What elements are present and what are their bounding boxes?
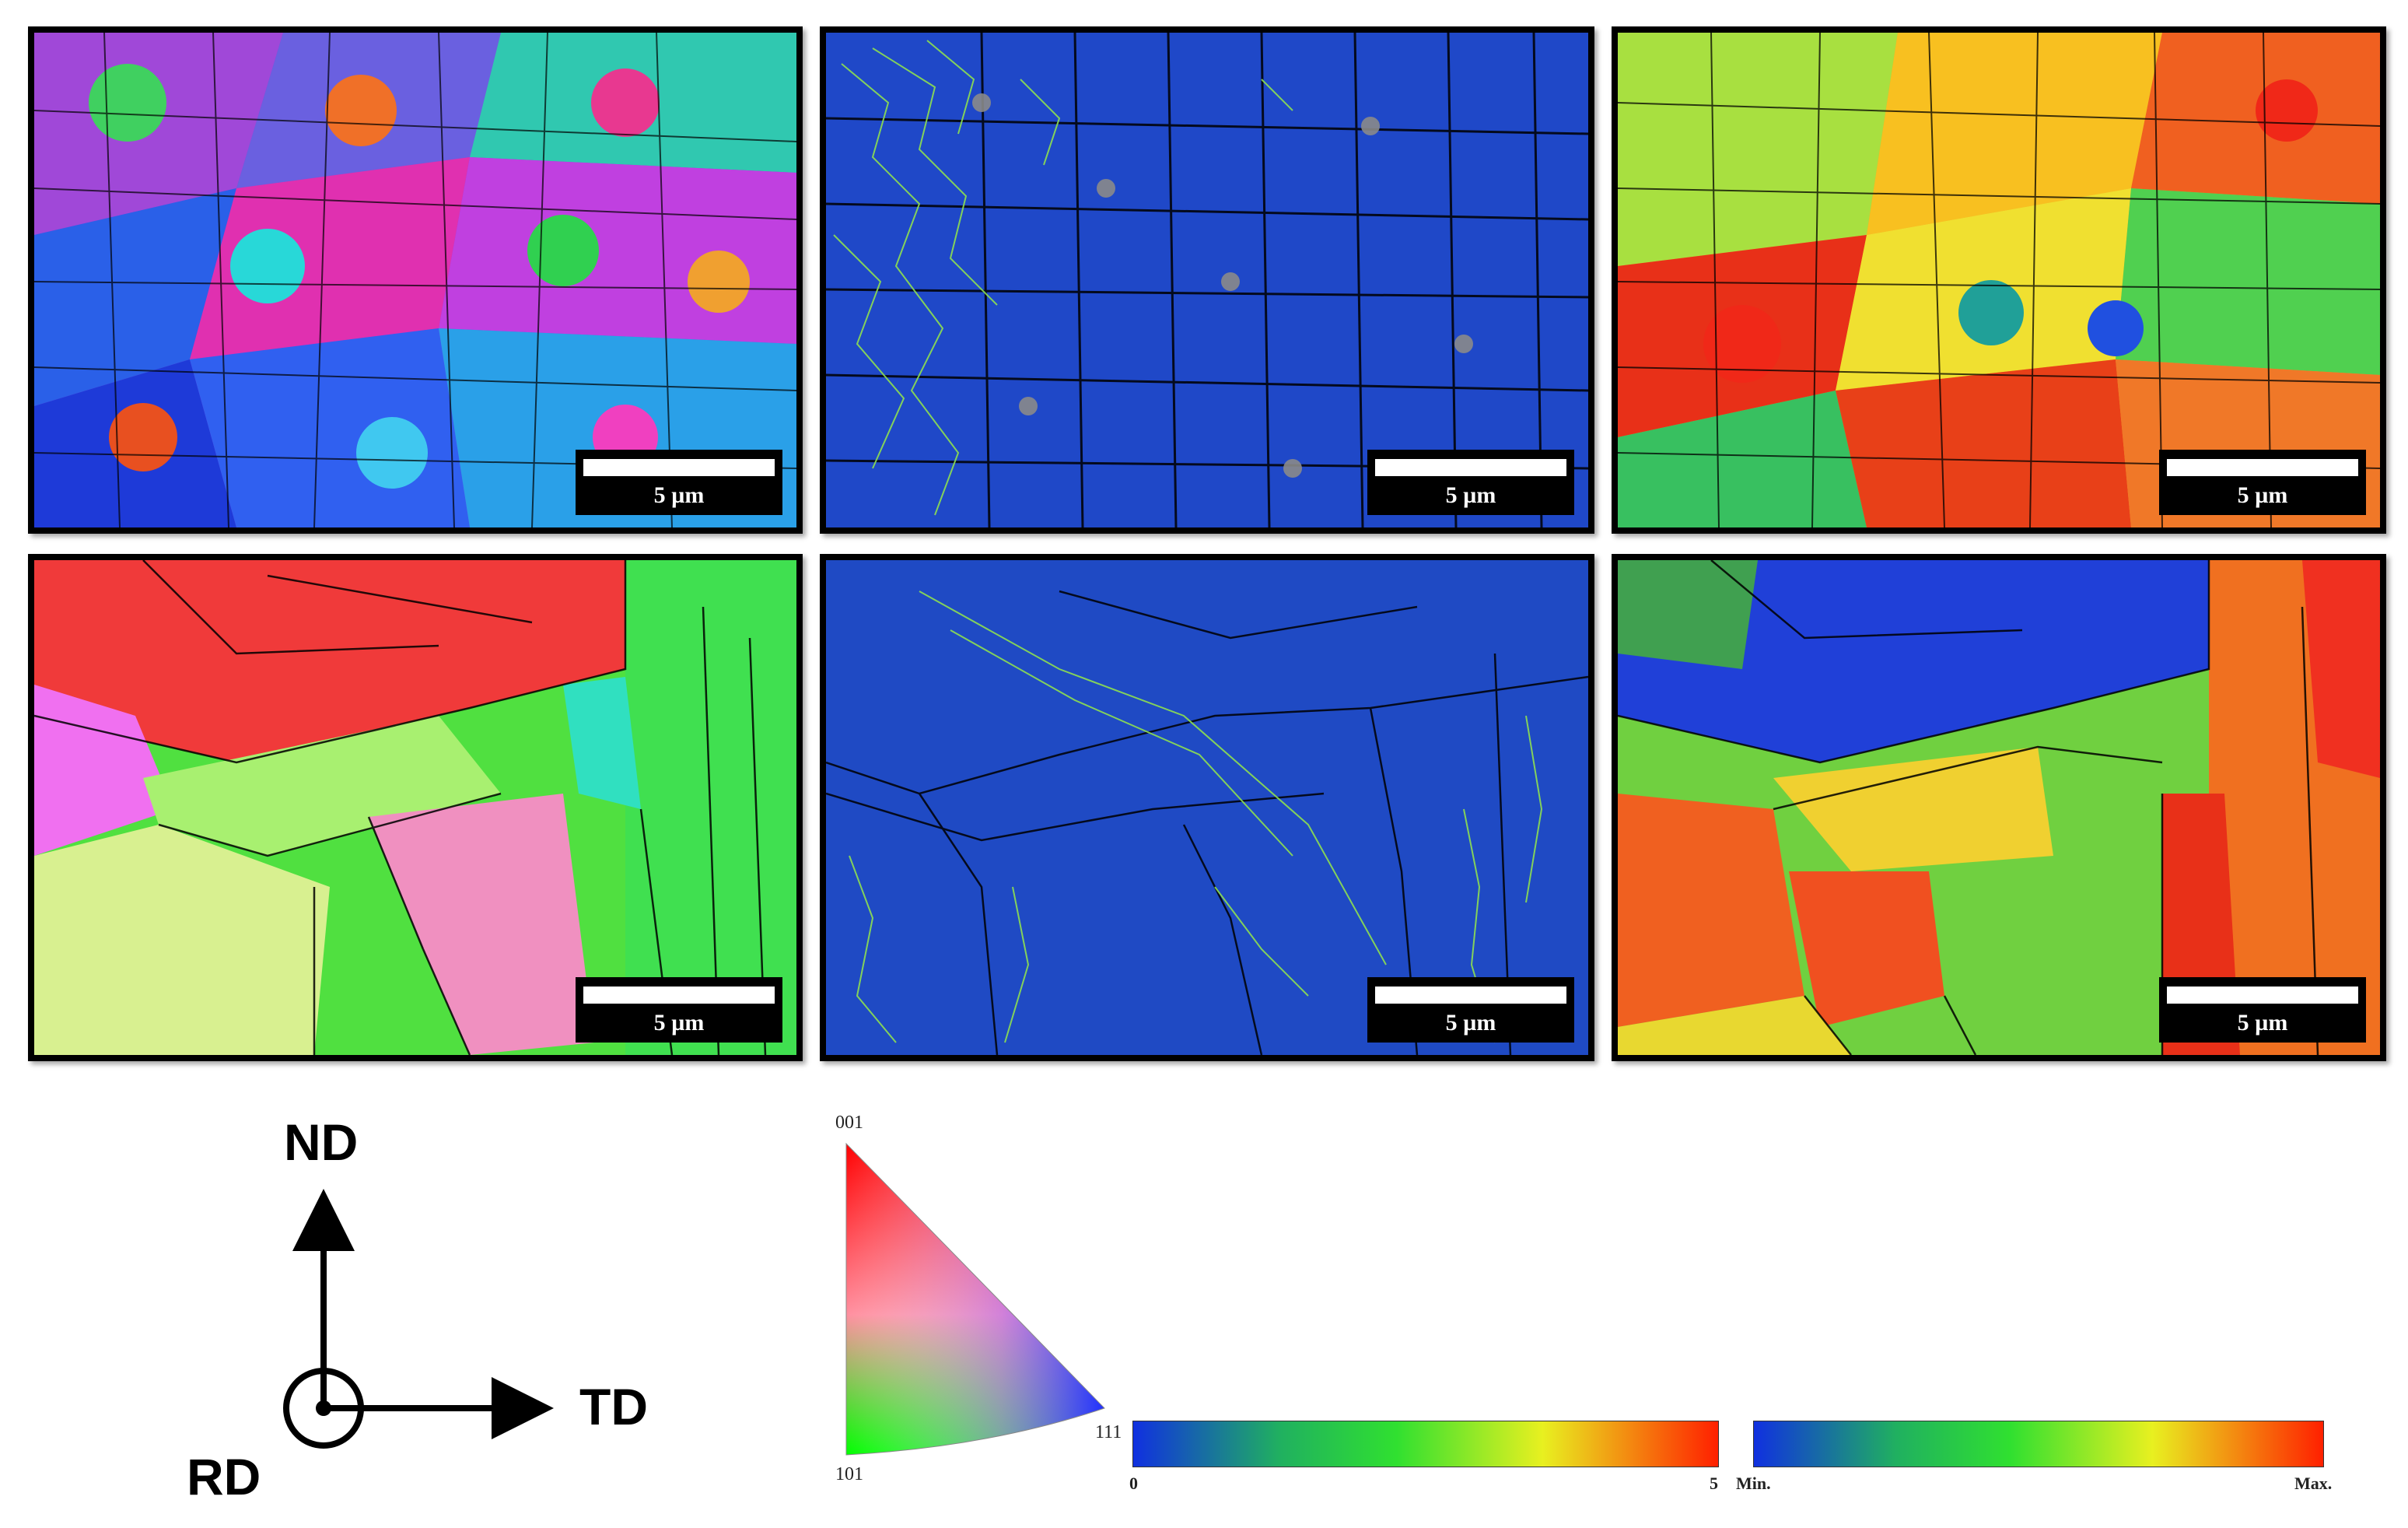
colorbar-scalar [1753, 1421, 2324, 1467]
heatmap-bottom-right: 5 µm [1612, 554, 2386, 1061]
ipf-map-bottom-left: 5 µm [28, 554, 803, 1061]
sample-axes: ND TD RD [156, 1113, 716, 1517]
colorbar-kam-max: 5 [1710, 1474, 1718, 1493]
ipf-label-001: 001 [835, 1113, 863, 1133]
axis-label-rd: RD [187, 1448, 261, 1505]
axis-label-nd: ND [284, 1113, 359, 1171]
scale-bar-line [583, 459, 775, 476]
ipf-triangle [845, 1142, 1105, 1456]
scale-bar-line [583, 987, 775, 1004]
ipf-map-top-left: 5 µm [28, 26, 803, 534]
kam-map-bottom-middle: 5 µm [820, 554, 1594, 1061]
colorbar-kam-min: 0 [1129, 1474, 1138, 1493]
grain-map [34, 560, 796, 1055]
scale-bar-label: 5 µm [653, 482, 705, 508]
scale-bar-label: 5 µm [1445, 1010, 1496, 1036]
grain-map [34, 33, 796, 527]
scale-bar-line [2167, 459, 2358, 476]
heat-map [1618, 560, 2380, 1055]
scale-bar: 5 µm [576, 977, 782, 1043]
scale-bar: 5 µm [1367, 450, 1574, 515]
scale-bar-label: 5 µm [2237, 482, 2288, 508]
heatmap-top-right: 5 µm [1612, 26, 2386, 534]
ipf-triangle-legend: 001 101 111 [824, 1105, 1136, 1494]
colorbar-scalar-max: Max. [2294, 1474, 2333, 1493]
axis-label-td: TD [579, 1378, 648, 1435]
colorbar-kam [1132, 1421, 1719, 1467]
scale-bar: 5 µm [576, 450, 782, 515]
ipf-label-101: 101 [835, 1464, 863, 1484]
heat-map [1618, 33, 2380, 527]
scale-bar-line [1375, 459, 1566, 476]
scale-bar-line [1375, 987, 1566, 1004]
kam-map [826, 33, 1588, 527]
kam-map [826, 560, 1588, 1055]
ipf-label-111: 111 [1095, 1422, 1122, 1442]
scale-bar-label: 5 µm [2237, 1010, 2288, 1036]
scale-bar-label: 5 µm [653, 1010, 705, 1036]
scale-bar-line [2167, 987, 2358, 1004]
scale-bar: 5 µm [2159, 450, 2366, 515]
axes-arrows [283, 1189, 554, 1449]
scale-bar: 5 µm [2159, 977, 2366, 1043]
scale-bar: 5 µm [1367, 977, 1574, 1043]
kam-map-top-middle: 5 µm [820, 26, 1594, 534]
scale-bar-label: 5 µm [1445, 482, 1496, 508]
colorbar-scalar-min: Min. [1736, 1474, 1771, 1493]
